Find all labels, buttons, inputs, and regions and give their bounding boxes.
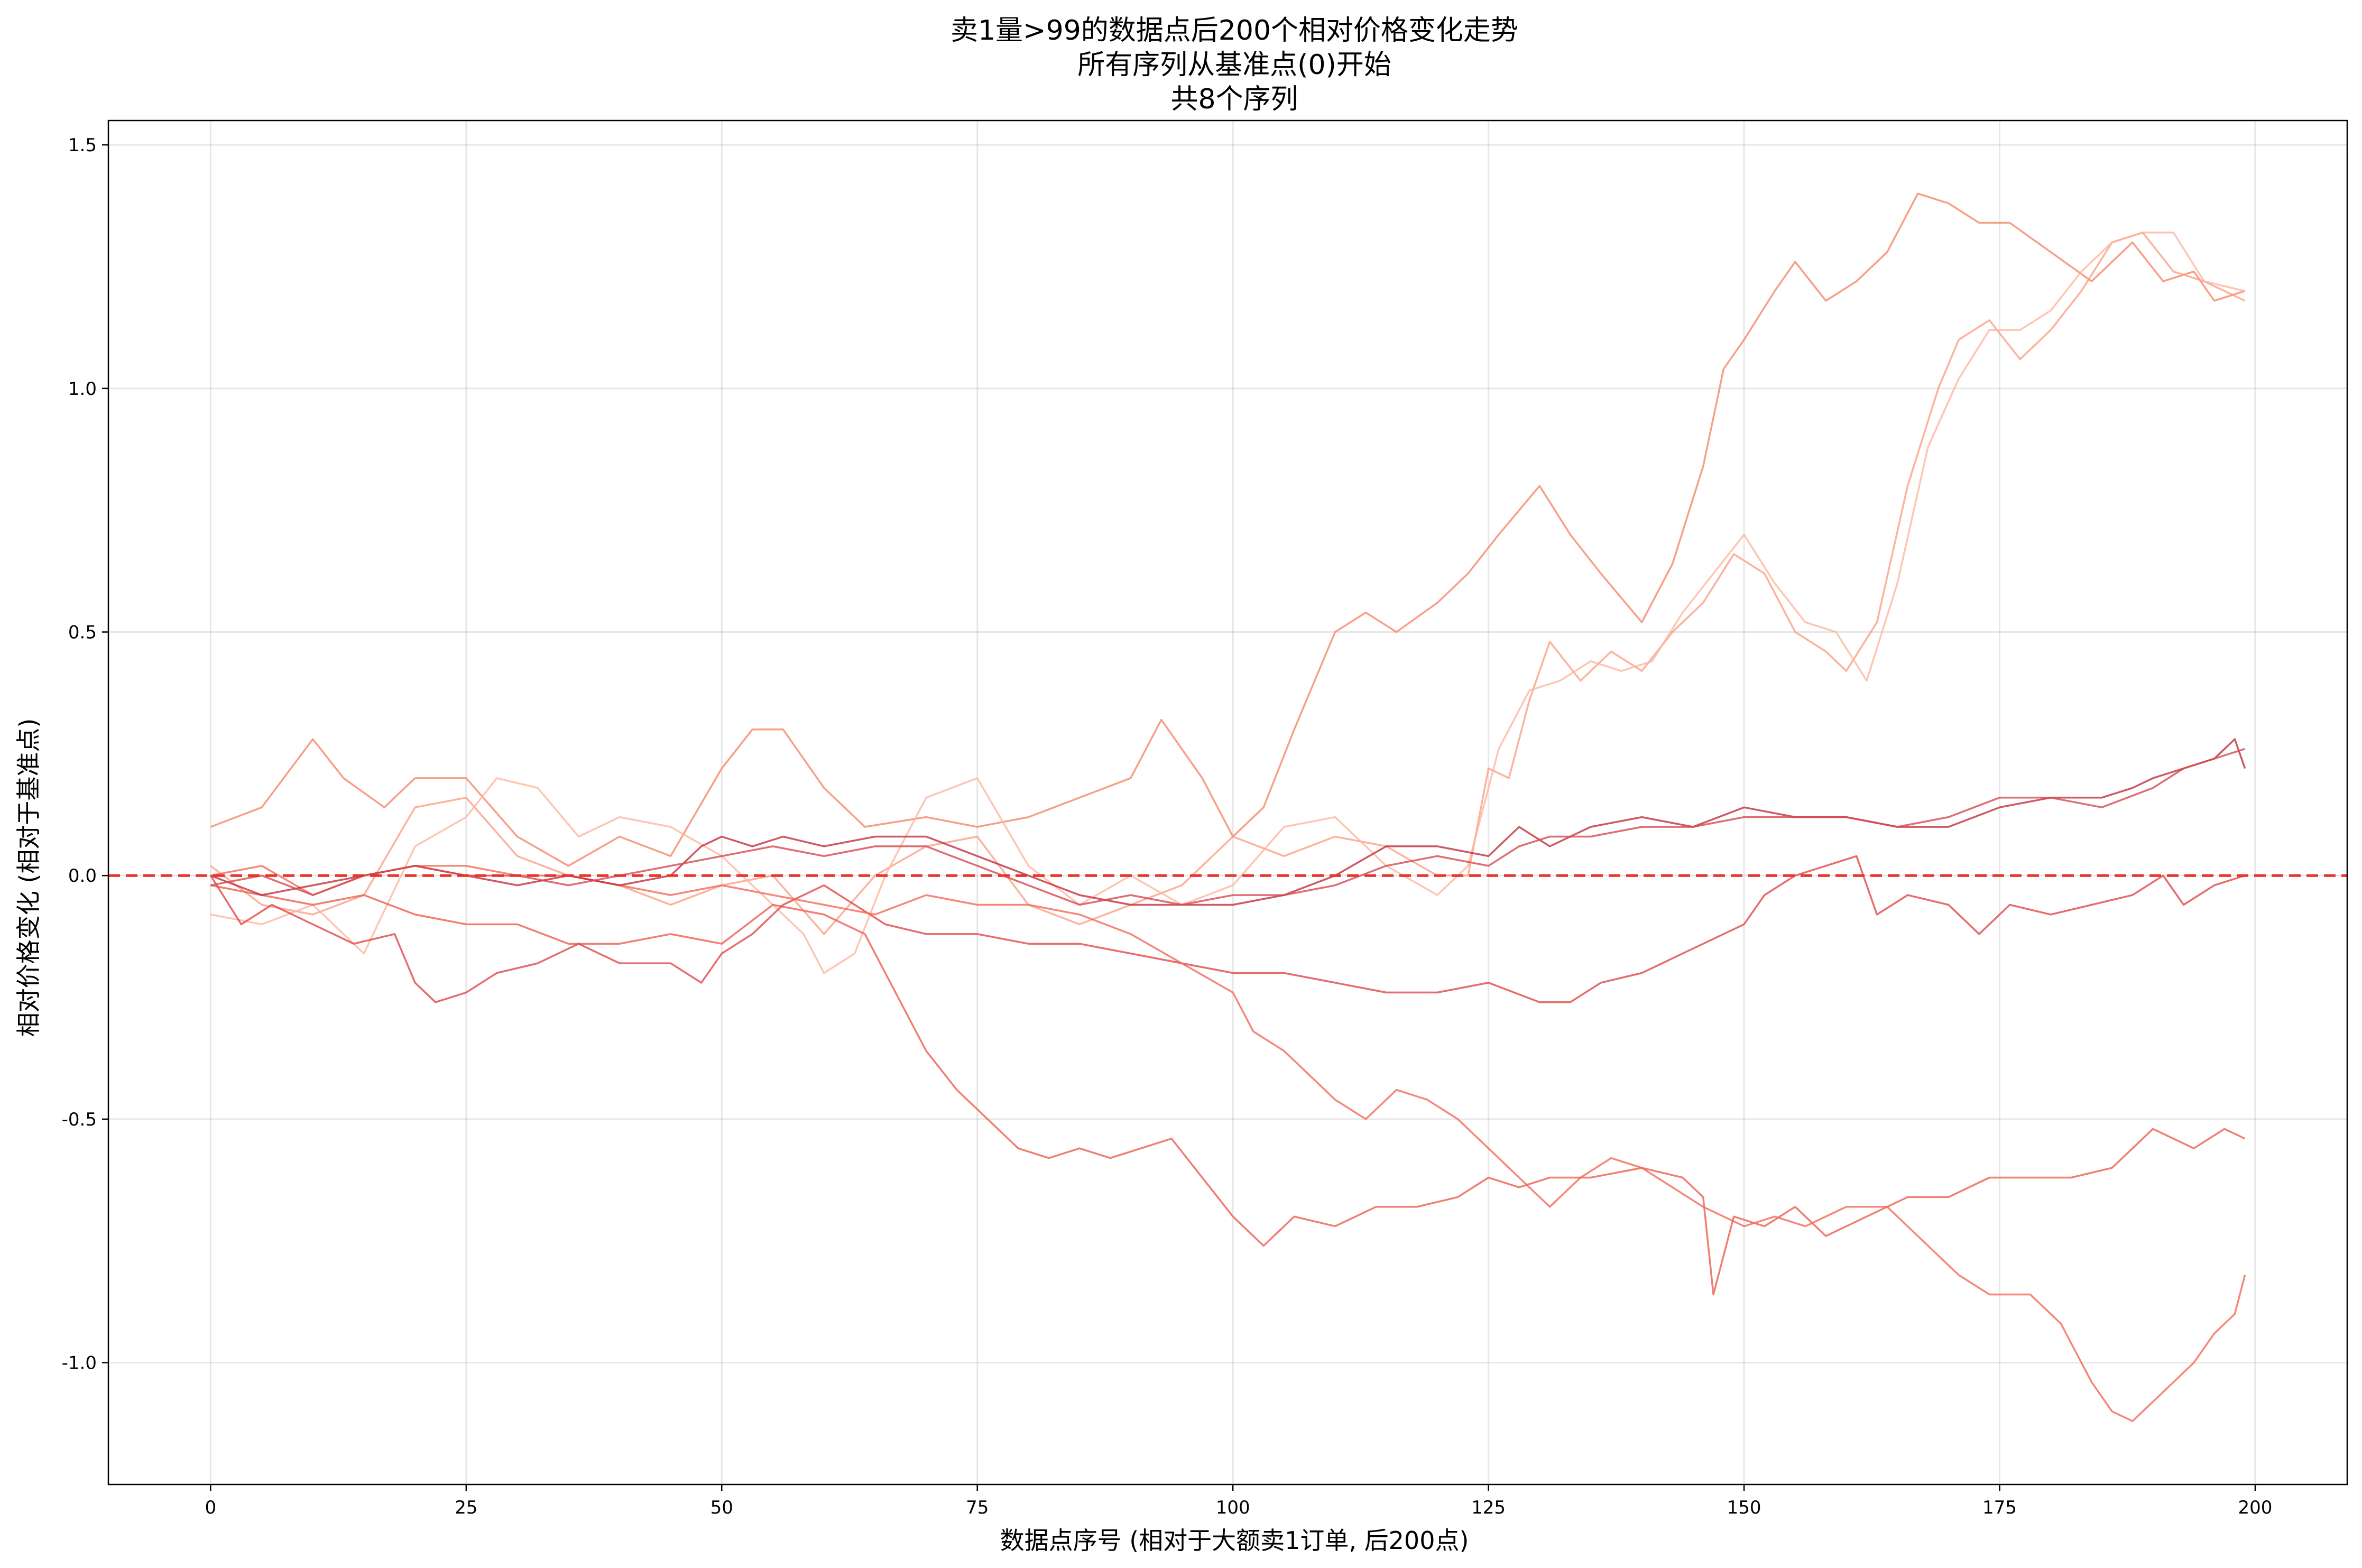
y-tick-label: 0.0 xyxy=(68,865,97,887)
y-tick-label: -0.5 xyxy=(62,1109,97,1130)
x-tick-label: 150 xyxy=(1727,1497,1761,1518)
chart-title-line-1: 卖1量>99的数据点后200个相对价格变化走势 xyxy=(951,15,1518,47)
chart-title-line-2: 所有序列从基准点(0)开始 xyxy=(1077,49,1391,81)
series-line-1 xyxy=(210,192,2246,867)
y-tick-label: -1.0 xyxy=(62,1353,97,1374)
x-tick-label: 25 xyxy=(455,1497,477,1518)
x-tick-label: 75 xyxy=(966,1497,989,1518)
x-tick-label: 175 xyxy=(1982,1497,2017,1518)
series-line-2 xyxy=(210,232,2246,935)
series-line-6 xyxy=(210,865,2246,1422)
y-tick-label: 1.0 xyxy=(68,379,97,400)
x-tick-label: 0 xyxy=(205,1497,217,1518)
y-axis-label: 相对价格变化 (相对于基准点) xyxy=(14,718,43,1037)
series-line-7 xyxy=(210,738,2246,906)
x-axis-ticks: 0 25 50 75 100 125 150 175 200 xyxy=(205,1484,2273,1518)
x-axis-label: 数据点序号 (相对于大额卖1订单, 后200点) xyxy=(1000,1526,1469,1555)
x-tick-label: 200 xyxy=(2238,1497,2273,1518)
x-tick-label: 125 xyxy=(1471,1497,1506,1518)
series-line-8 xyxy=(210,748,2246,906)
y-tick-label: 0.5 xyxy=(68,622,97,643)
series-line-5 xyxy=(209,855,2246,1003)
x-tick-label: 50 xyxy=(711,1497,733,1518)
series-lines xyxy=(209,192,2246,1422)
y-tick-label: 1.5 xyxy=(68,135,97,156)
chart-title: 卖1量>99的数据点后200个相对价格变化走势 所有序列从基准点(0)开始 共8… xyxy=(951,15,1518,115)
series-line-3 xyxy=(210,232,2246,974)
chart-title-line-3: 共8个序列 xyxy=(1170,84,1298,115)
plot-area-frame xyxy=(107,119,2348,1486)
y-axis-ticks: -1.0 -0.5 0.0 0.5 1.0 1.5 xyxy=(62,135,108,1374)
x-tick-label: 100 xyxy=(1216,1497,1250,1518)
series-line-4 xyxy=(210,884,2246,1296)
